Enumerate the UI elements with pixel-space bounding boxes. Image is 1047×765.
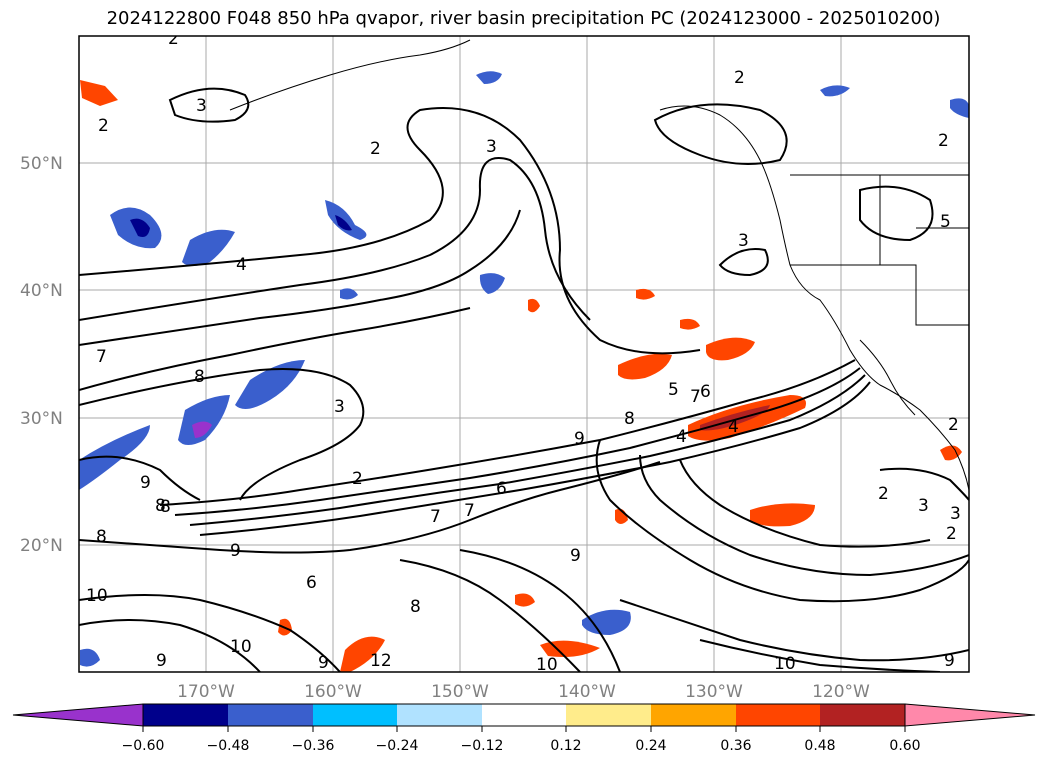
contour-label: 3 (334, 397, 345, 417)
contour-label: 5 (668, 380, 679, 400)
lon-label-120w: 120°W (812, 682, 870, 702)
contour-label: 2 (352, 469, 363, 489)
map-title: 2024122800 F048 850 hPa qvapor, river ba… (106, 8, 941, 29)
contour-label: 8 (410, 597, 421, 617)
lat-label-30n: 30°N (20, 409, 63, 429)
contour-label: 6 (306, 573, 317, 593)
colorbar: −0.60 −0.48 −0.36 −0.24 −0.12 0.12 0.24 … (12, 703, 1036, 754)
contour-label: 9 (570, 546, 581, 566)
contour-label: 7 (464, 501, 475, 521)
colorbar-tick-label: −0.36 (292, 738, 335, 754)
colorbar-tick-marks (142, 726, 906, 732)
map-frame (78, 35, 970, 673)
lat-label-40n: 40°N (20, 281, 63, 301)
contour-label: 5 (940, 212, 951, 232)
colorbar-segment (566, 704, 651, 726)
colorbar-frame (142, 703, 906, 727)
colorbar-tick-label: −0.24 (376, 738, 419, 754)
colorbar-tick-label: 0.60 (889, 738, 920, 754)
lon-label-150w: 150°W (431, 682, 489, 702)
contour-label: 10 (774, 654, 796, 674)
colorbar-extend-min (12, 703, 144, 727)
contour-label: 7 (96, 347, 107, 367)
colorbar-segment (482, 704, 566, 726)
contour-label: 3 (950, 504, 961, 524)
contour-label: 12 (370, 651, 392, 671)
map-panel (79, 36, 969, 672)
contour-label: 10 (536, 655, 558, 675)
map-content: 2 3 2 2 3 2 3 2 4 5 7 8 3 8 7 6 9 8 5 4 … (79, 29, 969, 675)
contour-label: 10 (86, 586, 108, 606)
lon-label-130w: 130°W (685, 682, 743, 702)
contour-label: 8 (194, 367, 205, 387)
lat-label-50n: 50°N (20, 154, 63, 174)
lat-label-20n: 20°N (20, 536, 63, 556)
contour-label: 3 (738, 231, 749, 251)
colorbar-segment (228, 704, 313, 726)
contour-label: 2 (946, 524, 957, 544)
contour-label: 10 (230, 637, 252, 657)
contour-label: 9 (574, 429, 585, 449)
colorbar-tick-label: −0.60 (122, 738, 165, 754)
contour-label: 2 (948, 415, 959, 435)
colorbar-tick-label: −0.48 (207, 738, 250, 754)
contour-label: 8 (96, 527, 107, 547)
contour-label: 3 (196, 96, 207, 116)
lon-label-140w: 140°W (558, 682, 616, 702)
colorbar-tick-label: 0.48 (804, 738, 835, 754)
contour-label: 2 (878, 484, 889, 504)
contour-labels: 2 3 2 2 3 2 3 2 4 5 7 8 3 8 7 6 9 8 5 4 … (86, 29, 961, 675)
colorbar-segment (736, 704, 820, 726)
qvapor-contours (79, 87, 969, 672)
contour-label: 2 (734, 68, 745, 88)
contour-label: 9 (318, 653, 329, 673)
contour-label: 4 (728, 417, 739, 437)
contour-label: 6 (700, 382, 711, 402)
contour-label: 2 (938, 131, 949, 151)
contour-label: 8 (160, 497, 171, 517)
colorbar-tick-label: −0.12 (461, 738, 504, 754)
contour-label: 2 (370, 139, 381, 159)
contour-label: 9 (230, 541, 241, 561)
contour-label: 4 (236, 255, 247, 275)
contour-label: 9 (156, 651, 167, 671)
colorbar-segment (143, 704, 228, 726)
colorbar-segment (651, 704, 736, 726)
contour-label: 7 (690, 387, 701, 407)
colorbar-segment (397, 704, 482, 726)
colorbar-tick-label: 0.36 (720, 738, 751, 754)
contour-label: 2 (98, 116, 109, 136)
colorbar-segment (313, 704, 397, 726)
contour-label: 3 (918, 496, 929, 516)
contour-label: 9 (140, 473, 151, 493)
contour-label: 6 (496, 479, 507, 499)
lon-label-160w: 160°W (304, 682, 362, 702)
contour-label: 7 (430, 507, 441, 527)
colorbar-extend-max (904, 703, 1036, 727)
contour-label: 4 (676, 427, 687, 447)
contour-label: 9 (944, 651, 955, 671)
contour-label: 3 (486, 137, 497, 157)
longitude-labels: 170°W 160°W 150°W 140°W 130°W 120°W (177, 682, 870, 702)
colorbar-segment (820, 704, 905, 726)
colorbar-tick-label: 0.12 (550, 738, 581, 754)
contour-label: 8 (155, 496, 166, 516)
lon-label-170w: 170°W (177, 682, 235, 702)
contour-label: 2 (168, 29, 179, 49)
latitude-labels: 50°N 40°N 30°N 20°N (20, 154, 63, 556)
colorbar-tick-label: 0.24 (635, 738, 666, 754)
contour-label: 8 (624, 409, 635, 429)
coastlines (229, 39, 969, 491)
